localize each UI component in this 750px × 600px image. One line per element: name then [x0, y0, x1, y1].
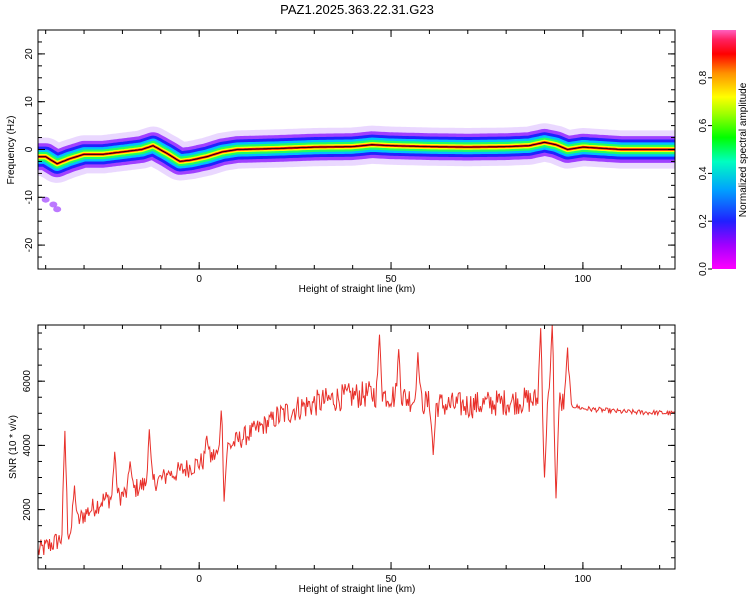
snr-series-line [38, 325, 675, 556]
spectrogram-ytick-label: -20 [24, 237, 35, 252]
spectrogram-xtick-label: 100 [575, 274, 592, 285]
colorbar-tick-label: 0.8 [698, 70, 709, 84]
snr-ytick-label: 6000 [22, 370, 33, 393]
snr-xtick-label: 100 [575, 574, 592, 585]
spectrogram-outlier-blob [49, 201, 58, 208]
snr-xtick-label: 50 [385, 574, 397, 585]
snr-ylabel: SNR (10 * v/v) [8, 415, 19, 479]
spectrogram-ylabel: Frequency (Hz) [6, 116, 17, 185]
colorbar-tick-label: 0.6 [698, 118, 709, 132]
spectrogram-ytick-label: -10 [24, 190, 35, 205]
snr-frame [37, 324, 676, 570]
spectrogram-xlabel: Height of straight line (km) [299, 284, 416, 295]
colorbar-tick-label: 0.4 [698, 166, 709, 180]
snr-panel: 0 50 100 2000 4000 6000 Height of straight li… [8, 324, 676, 595]
colorbar-label: Normalized spectral amplitude [738, 82, 749, 217]
snr-ytick-label: 2000 [22, 498, 33, 521]
colorbar-tick-label: 0.2 [698, 214, 709, 228]
colorbar: 0.0 0.2 0.4 0.6 0.8 Normalized spectral ampl… [698, 30, 749, 276]
spectrogram-xtick-label: 0 [196, 274, 202, 285]
spectrogram-outlier-blob [41, 196, 50, 203]
snr-xlabel: Height of straight line (km) [299, 584, 416, 595]
snr-xtick-label: 0 [196, 574, 202, 585]
spectrogram-outlier-blob [53, 206, 62, 213]
spectrogram-ytick-label: 20 [24, 48, 35, 60]
spectrogram-ytick-label: 10 [24, 96, 35, 108]
chart-title: PAZ1.2025.363.22.31.G23 [280, 2, 434, 17]
colorbar-gradient [712, 30, 736, 269]
spectrogram-ytick-label: 0 [24, 146, 35, 152]
spectrogram-ridge-line [38, 141, 675, 165]
spectrogram-panel: 0 50 100 -20 -10 0 10 20 Height of straight lin… [6, 29, 676, 295]
colorbar-tick-label: 0.0 [698, 262, 709, 276]
snr-ytick-label: 4000 [22, 434, 33, 457]
spectrogram-xtick-label: 50 [385, 274, 397, 285]
